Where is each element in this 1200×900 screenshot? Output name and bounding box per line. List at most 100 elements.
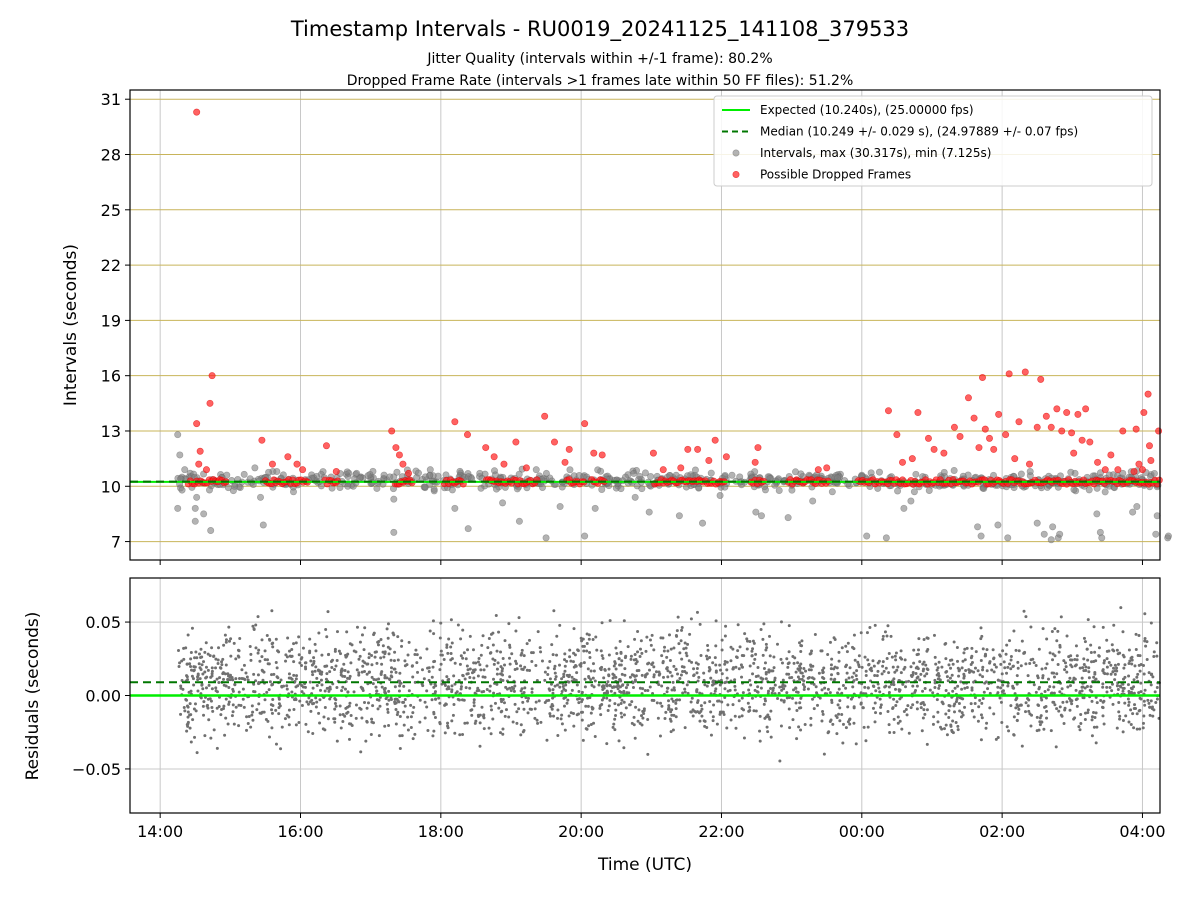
- residual-point: [232, 722, 236, 726]
- residual-point: [1097, 646, 1101, 650]
- residual-point: [689, 700, 693, 704]
- interval-point: [1119, 469, 1127, 477]
- residual-point: [1009, 704, 1013, 708]
- residual-point: [512, 689, 516, 693]
- residual-point: [1082, 657, 1086, 661]
- residual-point: [466, 648, 470, 652]
- residual-point: [894, 651, 898, 655]
- residual-point: [646, 717, 650, 721]
- residual-point: [1001, 649, 1005, 653]
- residual-point: [562, 675, 566, 679]
- residual-point: [750, 654, 754, 658]
- residual-point: [453, 731, 457, 735]
- dropped-frame-point: [293, 460, 301, 468]
- interval-point: [834, 474, 842, 482]
- residual-point: [947, 716, 951, 720]
- residual-point: [703, 701, 707, 705]
- residual-point: [367, 670, 371, 674]
- residual-point: [1024, 662, 1028, 666]
- residual-point: [648, 638, 652, 642]
- residual-point: [423, 716, 427, 720]
- residual-point: [985, 648, 989, 652]
- residual-point: [670, 697, 674, 701]
- dropped-frame-point: [995, 410, 1003, 418]
- residual-point: [1053, 627, 1057, 631]
- residual-point: [878, 690, 882, 694]
- residual-point: [571, 712, 575, 716]
- residual-point: [392, 659, 396, 663]
- residual-point: [584, 704, 588, 708]
- residual-point: [1139, 697, 1143, 701]
- residual-point: [1109, 672, 1113, 676]
- residual-point: [580, 700, 584, 704]
- residual-point: [872, 685, 876, 689]
- residual-point: [338, 713, 342, 717]
- residual-point: [1105, 690, 1109, 694]
- residual-point: [857, 663, 861, 667]
- residual-point: [471, 668, 475, 672]
- residual-point: [811, 697, 815, 701]
- dropped-frame-point: [1063, 409, 1071, 417]
- residual-point: [209, 736, 213, 740]
- residual-point: [563, 664, 567, 668]
- residual-point: [431, 665, 435, 669]
- residual-point: [1093, 716, 1097, 720]
- residual-point: [389, 670, 393, 674]
- residual-point: [1118, 651, 1122, 655]
- residual-point: [607, 667, 611, 671]
- residual-point: [403, 698, 407, 702]
- residual-point: [458, 662, 462, 666]
- residual-point: [1041, 627, 1045, 631]
- residual-point: [1015, 697, 1019, 701]
- residual-point: [445, 687, 449, 691]
- residual-point: [549, 705, 553, 709]
- residual-point: [731, 703, 735, 707]
- residual-point: [688, 632, 692, 636]
- residual-point: [896, 665, 900, 669]
- residual-point: [376, 707, 380, 711]
- residual-point: [413, 652, 417, 656]
- residual-point: [419, 656, 423, 660]
- residual-point: [1087, 666, 1091, 670]
- residual-point: [196, 673, 200, 677]
- residual-point: [751, 647, 755, 651]
- residual-point: [519, 723, 523, 727]
- residual-point: [186, 722, 190, 726]
- residual-point: [363, 661, 367, 665]
- residual-point: [226, 722, 230, 726]
- top-y-tick-label: 19: [101, 311, 121, 330]
- dropped-frame-point: [1147, 456, 1155, 464]
- dropped-frame-point: [268, 460, 276, 468]
- residual-point: [837, 687, 841, 691]
- residual-point: [533, 707, 537, 711]
- interval-point: [558, 483, 566, 491]
- residual-point: [400, 639, 404, 643]
- residual-point: [1126, 683, 1130, 687]
- residual-point: [201, 687, 205, 691]
- interval-point: [344, 482, 352, 490]
- dropped-frame-point: [1042, 412, 1050, 420]
- residual-point: [921, 716, 925, 720]
- residual-point: [821, 710, 825, 714]
- residual-point: [242, 705, 246, 709]
- interval-point: [638, 485, 646, 493]
- interval-point: [675, 512, 683, 520]
- residual-point: [770, 691, 774, 695]
- residual-point: [837, 650, 841, 654]
- residual-point: [795, 737, 799, 741]
- residual-point: [1063, 708, 1067, 712]
- residual-point: [1123, 663, 1127, 667]
- residual-point: [768, 634, 772, 638]
- residual-point: [548, 660, 552, 664]
- residual-point: [210, 705, 214, 709]
- residual-point: [491, 631, 495, 635]
- residual-point: [1026, 674, 1030, 678]
- residual-point: [828, 691, 832, 695]
- residual-point: [748, 705, 752, 709]
- residual-point: [185, 675, 189, 679]
- residual-point: [361, 664, 365, 668]
- residual-point: [887, 685, 891, 689]
- residual-point: [785, 657, 789, 661]
- residual-point: [1058, 643, 1062, 647]
- residual-point: [801, 674, 805, 678]
